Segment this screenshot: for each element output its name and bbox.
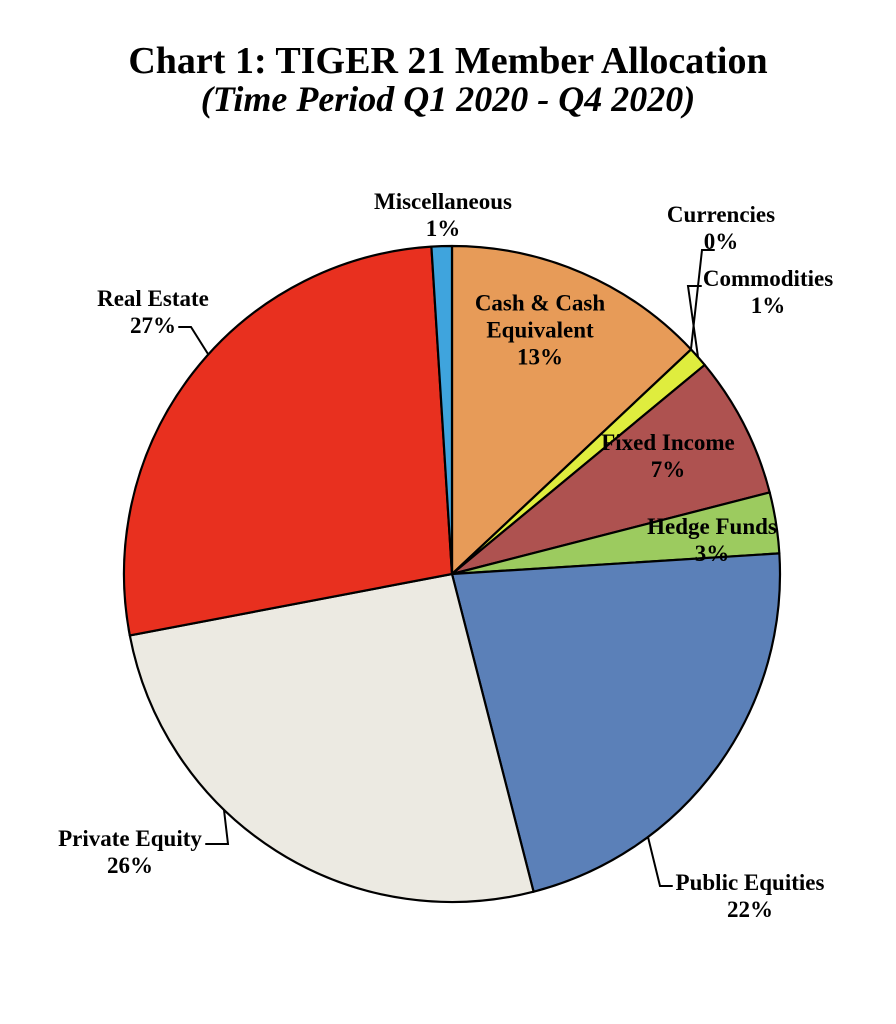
pie-slice-fixed-income <box>450 363 771 576</box>
pie-slice-private-equity <box>128 572 535 904</box>
chart-subtitle: (Time Period Q1 2020 - Q4 2020) <box>200 79 696 119</box>
pie-slice-public-equities <box>450 552 782 893</box>
pie-slice-real-estate <box>122 245 454 637</box>
leader-line-currencies <box>690 249 715 350</box>
leader-line-real-estate <box>178 326 209 355</box>
chart-title: Chart 1: TIGER 21 Member Allocation <box>128 40 768 82</box>
leader-line-public-equities <box>647 836 673 887</box>
pie-slice-cash-cash-equivalent <box>450 244 693 576</box>
pie-slice-miscellaneous <box>430 244 454 576</box>
leader-line-private-equity <box>205 809 230 845</box>
leader-line-commodities <box>686 285 702 358</box>
